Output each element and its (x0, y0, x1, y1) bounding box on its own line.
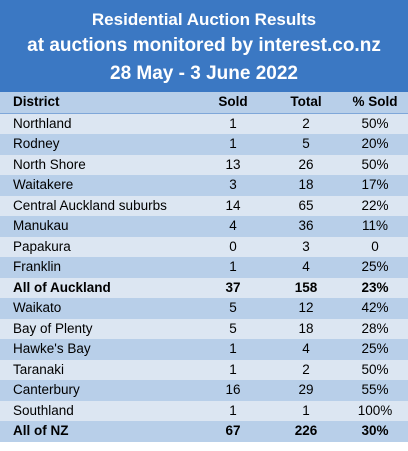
cell-district: Canterbury (0, 380, 196, 401)
cell-district: Central Auckland suburbs (0, 195, 196, 216)
table-header-banner: Residential Auction Results at auctions … (0, 0, 408, 92)
cell-district: All of Auckland (0, 277, 196, 298)
column-header-sold: Sold (196, 92, 270, 114)
table-row: Waitakere 3 18 17% (0, 175, 408, 196)
cell-pct-sold: 22% (342, 195, 408, 216)
cell-total: 226 (270, 421, 342, 442)
cell-district: Manukau (0, 216, 196, 237)
cell-sold: 67 (196, 421, 270, 442)
cell-district: Taranaki (0, 359, 196, 380)
date-range: 28 May - 3 June 2022 (110, 63, 298, 84)
cell-pct-sold: 25% (342, 339, 408, 360)
cell-sold: 1 (196, 400, 270, 421)
cell-district: North Shore (0, 154, 196, 175)
table-total-row: All of NZ 67 226 30% (0, 421, 408, 442)
table-row: Northland 1 2 50% (0, 113, 408, 134)
cell-sold: 13 (196, 154, 270, 175)
cell-district: Hawke's Bay (0, 339, 196, 360)
table-row: Canterbury 16 29 55% (0, 380, 408, 401)
cell-total: 1 (270, 400, 342, 421)
cell-pct-sold: 11% (342, 216, 408, 237)
table-row: Central Auckland suburbs 14 65 22% (0, 195, 408, 216)
cell-total: 29 (270, 380, 342, 401)
table-row: Rodney 1 5 20% (0, 134, 408, 155)
table-row: Southland 1 1 100% (0, 400, 408, 421)
cell-pct-sold: 50% (342, 154, 408, 175)
cell-total: 36 (270, 216, 342, 237)
table-row: Taranaki 1 2 50% (0, 359, 408, 380)
cell-total: 12 (270, 298, 342, 319)
cell-sold: 4 (196, 216, 270, 237)
cell-sold: 0 (196, 236, 270, 257)
cell-sold: 14 (196, 195, 270, 216)
cell-sold: 1 (196, 113, 270, 134)
cell-total: 26 (270, 154, 342, 175)
cell-pct-sold: 100% (342, 400, 408, 421)
cell-district: Papakura (0, 236, 196, 257)
column-header-total: Total (270, 92, 342, 114)
table-row: Papakura 0 3 0 (0, 236, 408, 257)
cell-sold: 37 (196, 277, 270, 298)
table-total-row: All of Auckland 37 158 23% (0, 277, 408, 298)
cell-total: 2 (270, 359, 342, 380)
table-row: Hawke's Bay 1 4 25% (0, 339, 408, 360)
cell-sold: 3 (196, 175, 270, 196)
table-row: Waikato 5 12 42% (0, 298, 408, 319)
cell-sold: 1 (196, 359, 270, 380)
cell-pct-sold: 42% (342, 298, 408, 319)
cell-sold: 5 (196, 298, 270, 319)
cell-district: Franklin (0, 257, 196, 278)
cell-pct-sold: 25% (342, 257, 408, 278)
cell-sold: 16 (196, 380, 270, 401)
cell-total: 4 (270, 257, 342, 278)
cell-total: 4 (270, 339, 342, 360)
cell-pct-sold: 50% (342, 113, 408, 134)
cell-sold: 1 (196, 134, 270, 155)
cell-total: 3 (270, 236, 342, 257)
cell-total: 158 (270, 277, 342, 298)
cell-district: Southland (0, 400, 196, 421)
cell-sold: 5 (196, 318, 270, 339)
cell-district: All of NZ (0, 421, 196, 442)
cell-district: Waitakere (0, 175, 196, 196)
cell-district: Northland (0, 113, 196, 134)
cell-pct-sold: 55% (342, 380, 408, 401)
cell-pct-sold: 30% (342, 421, 408, 442)
cell-pct-sold: 0 (342, 236, 408, 257)
cell-total: 18 (270, 318, 342, 339)
table-row: Manukau 4 36 11% (0, 216, 408, 237)
table-row: North Shore 13 26 50% (0, 154, 408, 175)
cell-pct-sold: 20% (342, 134, 408, 155)
cell-district: Rodney (0, 134, 196, 155)
table-title: Residential Auction Results (91, 10, 317, 29)
table-body: Northland 1 2 50% Rodney 1 5 20% North Shore 13 26… (0, 113, 408, 442)
cell-pct-sold: 23% (342, 277, 408, 298)
table-subtitle: at auctions monitored by interest.co.nz (27, 35, 381, 56)
cell-pct-sold: 17% (342, 175, 408, 196)
cell-total: 5 (270, 134, 342, 155)
results-table: District Sold Total % Sold Northland 1 2 50… (0, 92, 408, 442)
table-row: Bay of Plenty 5 18 28% (0, 318, 408, 339)
cell-pct-sold: 28% (342, 318, 408, 339)
table-row: Franklin 1 4 25% (0, 257, 408, 278)
column-header-district: District (0, 92, 196, 114)
cell-district: Waikato (0, 298, 196, 319)
cell-total: 2 (270, 113, 342, 134)
cell-total: 18 (270, 175, 342, 196)
cell-sold: 1 (196, 339, 270, 360)
cell-sold: 1 (196, 257, 270, 278)
cell-district: Bay of Plenty (0, 318, 196, 339)
column-header-row: District Sold Total % Sold (0, 92, 408, 114)
column-header-pct-sold: % Sold (342, 92, 408, 114)
cell-pct-sold: 50% (342, 359, 408, 380)
cell-total: 65 (270, 195, 342, 216)
